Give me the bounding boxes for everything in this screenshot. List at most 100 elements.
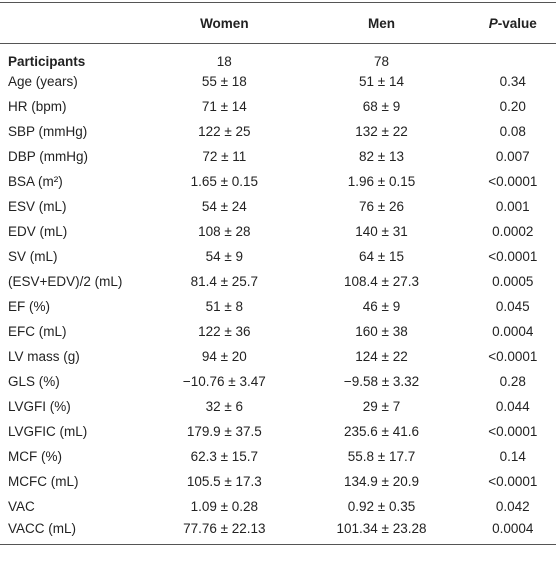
cell: 0.92 ± 0.35 [347, 499, 416, 514]
cell: 68 ± 9 [362, 99, 401, 114]
table-body: Participants 18 78 Age (years) 55 ± 18 51 ± 1… [0, 44, 556, 544]
cell: 0.0004 [492, 521, 534, 537]
cell: 108.4 ± 27.3 [344, 274, 419, 289]
cell: 71 ± 14 [201, 99, 247, 114]
table-row: DBP (mmHg) 72 ± 11 82 ± 13 0.007 [0, 144, 556, 169]
row-label: LVGFI (%) [8, 399, 71, 414]
cell: 0.0002 [492, 224, 534, 239]
cell: 0.0004 [492, 324, 534, 339]
row-label: VACC (mL) [8, 521, 77, 537]
cell: <0.0001 [488, 174, 538, 189]
header-cell: Men [368, 15, 395, 31]
cell: 160 ± 38 [355, 324, 408, 339]
cell: 78 [373, 54, 390, 69]
cell: 122 ± 36 [198, 324, 251, 339]
header-cell: P-value [470, 3, 556, 44]
row-label: DBP (mmHg) [8, 149, 89, 164]
table-row: SV (mL) 54 ± 9 64 ± 15 <0.0001 [0, 244, 556, 269]
cell: 122 ± 25 [198, 124, 251, 139]
table-row: SBP (mmHg) 122 ± 25 132 ± 22 0.08 [0, 119, 556, 144]
row-label: EDV (mL) [8, 224, 68, 239]
cell: 132 ± 22 [355, 124, 408, 139]
row-label: EFC (mL) [8, 324, 67, 339]
cell: 1.65 ± 0.15 [190, 174, 259, 189]
cell: 0.045 [495, 299, 530, 314]
row-label: Participants [8, 54, 86, 69]
cell: 140 ± 31 [355, 224, 408, 239]
row-label: VAC [8, 499, 35, 514]
cell: 54 ± 24 [201, 199, 247, 214]
row-label: GLS (%) [8, 374, 60, 389]
cell: 179.9 ± 37.5 [186, 424, 262, 439]
cell: 62.3 ± 15.7 [190, 449, 259, 464]
cell: 51 ± 8 [205, 299, 244, 314]
row-label: Age (years) [8, 74, 78, 89]
cell: 124 ± 22 [355, 349, 408, 364]
cell: 0.08 [499, 124, 526, 139]
cell: 0.042 [495, 499, 530, 514]
cell: <0.0001 [488, 249, 538, 264]
cell: −10.76 ± 3.47 [182, 374, 266, 389]
cell: 1.96 ± 0.15 [347, 174, 416, 189]
table-row: LVGFIC (mL) 179.9 ± 37.5 235.6 ± 41.6 <0.00… [0, 419, 556, 444]
row-label: MCFC (mL) [8, 474, 79, 489]
cell: 1.09 ± 0.28 [190, 499, 259, 514]
row-label: SBP (mmHg) [8, 124, 88, 139]
table-row: EFC (mL) 122 ± 36 160 ± 38 0.0004 [0, 319, 556, 344]
table-row: VACC (mL) 77.76 ± 22.13 101.34 ± 23.28 0.00… [0, 519, 556, 544]
cell: 55 ± 18 [201, 74, 247, 89]
cell: 46 ± 9 [362, 299, 401, 314]
header-cell: Women [200, 15, 249, 31]
cell: 0.001 [495, 199, 530, 214]
cell: 0.007 [495, 149, 530, 164]
row-label: BSA (m²) [8, 174, 63, 189]
cell: 101.34 ± 23.28 [336, 521, 427, 537]
table-row: Participants 18 78 [0, 44, 556, 70]
cell: 0.0005 [492, 274, 534, 289]
row-label: HR (bpm) [8, 99, 67, 114]
cell: 0.28 [499, 374, 526, 389]
cell: 0.20 [499, 99, 526, 114]
row-label: SV (mL) [8, 249, 58, 264]
table-row: BSA (m²) 1.65 ± 0.15 1.96 ± 0.15 <0.0001 [0, 169, 556, 194]
header-row: Women Men P-value [0, 2, 556, 44]
cell: 64 ± 15 [359, 249, 404, 264]
cell: 29 ± 7 [362, 399, 401, 414]
row-label: EF (%) [8, 299, 50, 314]
table-row: ESV (mL) 54 ± 24 76 ± 26 0.001 [0, 194, 556, 219]
cell: 108 ± 28 [198, 224, 251, 239]
cell: 0.14 [499, 449, 526, 464]
table-row: EDV (mL) 108 ± 28 140 ± 31 0.0002 [0, 219, 556, 244]
header-cell [0, 3, 155, 44]
cell: <0.0001 [488, 474, 538, 489]
cell: 134.9 ± 20.9 [344, 474, 419, 489]
table-row: HR (bpm) 71 ± 14 68 ± 9 0.20 [0, 94, 556, 119]
cell: 0.044 [495, 399, 530, 414]
cell: <0.0001 [488, 424, 538, 439]
cell: 81.4 ± 25.7 [190, 274, 259, 289]
cell: 55.8 ± 17.7 [347, 449, 416, 464]
table-row: Age (years) 55 ± 18 51 ± 14 0.34 [0, 69, 556, 94]
table-row: (ESV+EDV)/2 (mL) 81.4 ± 25.7 108.4 ± 27.3 0… [0, 269, 556, 294]
row-label: LVGFIC (mL) [8, 424, 88, 439]
cell: −9.58 ± 3.32 [343, 374, 420, 389]
table-row: LVGFI (%) 32 ± 6 29 ± 7 0.044 [0, 394, 556, 419]
cell: 76 ± 26 [359, 199, 404, 214]
cell: 32 ± 6 [205, 399, 244, 414]
table-row: EF (%) 51 ± 8 46 ± 9 0.045 [0, 294, 556, 319]
cell: <0.0001 [488, 349, 538, 364]
data-table: Women Men P-value Participants 18 78 Age (y… [0, 2, 556, 545]
table-row: MCF (%) 62.3 ± 15.7 55.8 ± 17.7 0.14 [0, 444, 556, 469]
row-label: ESV (mL) [8, 199, 67, 214]
header-text: P [488, 15, 498, 31]
table-row: LV mass (g) 94 ± 20 124 ± 22 <0.0001 [0, 344, 556, 369]
cell [470, 44, 556, 70]
cell: 105.5 ± 17.3 [186, 474, 262, 489]
cell: 54 ± 9 [205, 249, 244, 264]
cell: 235.6 ± 41.6 [344, 424, 419, 439]
row-label: LV mass (g) [8, 349, 80, 364]
row-label: MCF (%) [8, 449, 62, 464]
table-row: MCFC (mL) 105.5 ± 17.3 134.9 ± 20.9 <0.0001 [0, 469, 556, 494]
header-text: -value [497, 15, 537, 31]
